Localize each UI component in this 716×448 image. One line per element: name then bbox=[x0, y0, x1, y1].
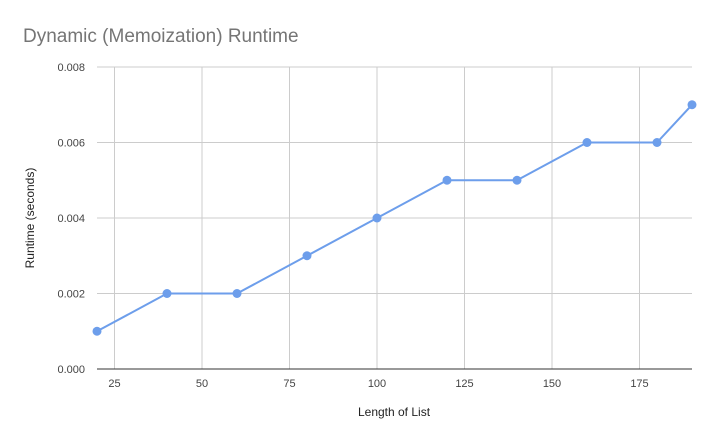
data-point[interactable] bbox=[512, 175, 522, 185]
series-line bbox=[96, 104, 693, 333]
tick-labels: 0.000 0.002 0.004 0.006 0.008 25 50 75 100 125 150… bbox=[57, 62, 648, 390]
x-tick-label: 150 bbox=[543, 378, 561, 390]
data-point[interactable] bbox=[687, 100, 697, 110]
x-tick-label: 75 bbox=[283, 378, 295, 390]
x-tick-label: 50 bbox=[196, 378, 208, 390]
x-tick-label: 100 bbox=[368, 378, 386, 390]
y-tick-label: 0.008 bbox=[57, 62, 85, 74]
series-group bbox=[92, 100, 697, 336]
data-point[interactable] bbox=[92, 326, 102, 336]
data-point[interactable] bbox=[302, 251, 312, 261]
y-tick-label: 0.006 bbox=[57, 138, 85, 150]
data-point[interactable] bbox=[442, 175, 452, 185]
y-tick-label: 0.000 bbox=[57, 364, 85, 376]
grid bbox=[97, 66, 692, 370]
x-tick-label: 175 bbox=[630, 378, 648, 390]
data-point[interactable] bbox=[372, 213, 382, 223]
x-tick-label: 25 bbox=[108, 378, 120, 390]
data-point[interactable] bbox=[232, 289, 242, 298]
x-axis-label: Length of List bbox=[358, 405, 431, 419]
y-tick-label: 0.002 bbox=[57, 289, 85, 301]
x-tick-label: 125 bbox=[455, 378, 473, 390]
data-point[interactable] bbox=[162, 289, 172, 298]
y-tick-label: 0.004 bbox=[57, 213, 85, 225]
data-point[interactable] bbox=[582, 138, 592, 147]
data-point[interactable] bbox=[652, 138, 662, 147]
chart-title: Dynamic (Memoization) Runtime bbox=[23, 26, 299, 47]
y-axis-label: Runtime (seconds) bbox=[23, 168, 37, 269]
